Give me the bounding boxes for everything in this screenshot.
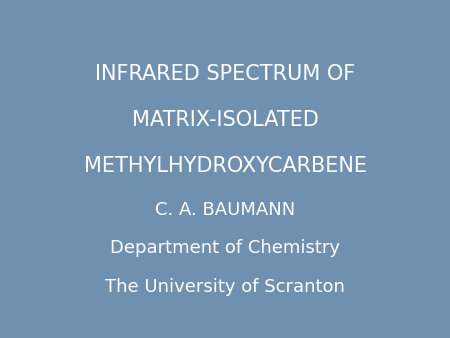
- Text: INFRARED SPECTRUM OF: INFRARED SPECTRUM OF: [95, 64, 355, 84]
- Text: C. A. BAUMANN: C. A. BAUMANN: [155, 200, 295, 219]
- Text: METHYLHYDROXYCARBENE: METHYLHYDROXYCARBENE: [84, 155, 366, 176]
- Text: MATRIX-ISOLATED: MATRIX-ISOLATED: [131, 110, 319, 130]
- Text: The University of Scranton: The University of Scranton: [105, 278, 345, 296]
- Text: Department of Chemistry: Department of Chemistry: [110, 239, 340, 258]
